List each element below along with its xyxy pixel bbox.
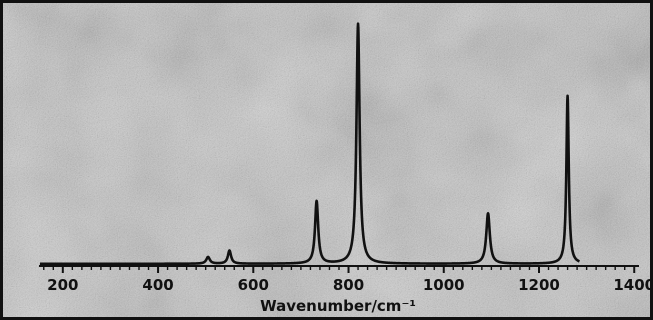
x-axis-tick-labels: 200 400 600 800 1000 1200 1400: [47, 276, 653, 294]
x-tick-label: 200: [47, 276, 78, 294]
x-tick-label: 800: [333, 276, 364, 294]
x-tick-label: 400: [142, 276, 173, 294]
x-axis-major-ticks: [61, 266, 636, 273]
texture-noise: [3, 3, 650, 317]
x-tick-label: 1200: [518, 276, 560, 294]
spectrum-chart: 200 400 600 800 1000 1200 1400 Wavenumber/cm⁻¹: [3, 3, 653, 317]
x-tick-label: 600: [238, 276, 269, 294]
x-axis-label: Wavenumber/cm⁻¹: [260, 297, 416, 315]
spectrum-series-line: [38, 22, 581, 266]
x-tick-label: 1400: [613, 276, 653, 294]
x-axis-minor-ticks: [43, 266, 635, 270]
x-tick-label: 1000: [423, 276, 465, 294]
